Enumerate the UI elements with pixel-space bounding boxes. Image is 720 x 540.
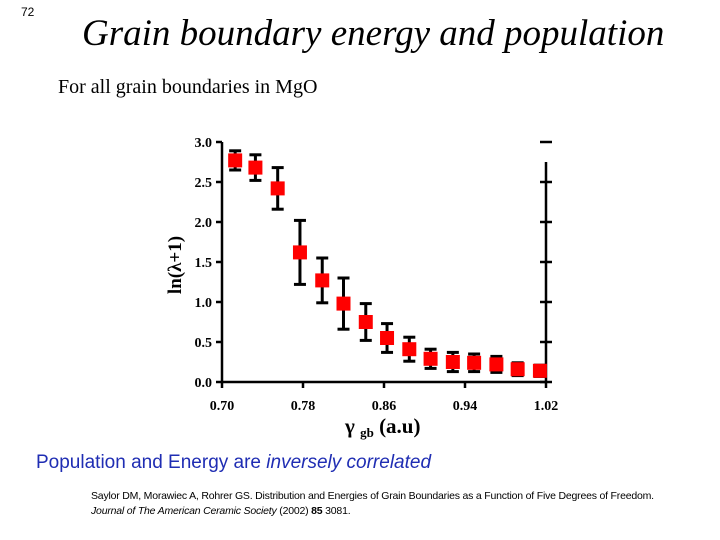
conclusion-part: Population and Energy are — [36, 452, 267, 473]
x-axis-label-units: (a.u) — [379, 414, 420, 438]
x-axis-label: γ gb (a.u) — [344, 414, 420, 442]
data-point — [315, 273, 330, 288]
data-point — [532, 363, 547, 378]
reference-volume: 85 — [311, 505, 323, 517]
data-point — [358, 315, 373, 329]
x-tick-label: 1.02 — [534, 399, 559, 414]
x-tick-label: 0.86 — [372, 399, 397, 414]
y-tick-label: 2.5 — [195, 176, 213, 191]
slide-title: Grain boundary energy and population — [82, 13, 665, 54]
y-ticks: 0.0 0.5 1.0 1.5 2.0 2.5 3.0 — [195, 136, 552, 391]
slide-number: 72 — [21, 5, 35, 19]
data-points — [228, 153, 547, 378]
x-ticks: 0.70 0.78 0.86 0.94 1.02 — [210, 382, 559, 414]
y-tick-label: 3.0 — [195, 136, 213, 151]
plot-frame — [220, 142, 548, 384]
data-point — [402, 342, 417, 357]
data-point — [445, 355, 460, 369]
data-point — [248, 160, 263, 175]
data-point — [489, 357, 504, 372]
reference-pages: 3081. — [322, 505, 351, 517]
conclusion-text: Population and Energy are inversely corr… — [36, 452, 431, 474]
x-tick-label: 0.78 — [291, 399, 316, 414]
reference-year: (2002) — [276, 505, 312, 517]
reference-citation: Saylor DM, Morawiec A, Rohrer GS. Distri… — [91, 489, 671, 519]
y-tick-label: 1.0 — [195, 296, 213, 311]
data-point — [228, 153, 243, 168]
x-axis-label-subscript: gb — [360, 425, 374, 440]
y-tick-label: 0.5 — [195, 336, 213, 351]
y-tick-label: 2.0 — [195, 216, 213, 231]
data-point — [423, 351, 438, 366]
data-point — [380, 331, 395, 345]
data-point — [336, 296, 351, 311]
reference-journal: Journal of The American Ceramic Society — [91, 505, 277, 517]
data-point — [292, 245, 307, 260]
y-tick-label: 0.0 — [195, 376, 213, 391]
data-point — [270, 181, 285, 196]
y-axis-label: ln(λ+1) — [165, 236, 186, 294]
x-tick-label: 0.94 — [453, 399, 478, 414]
data-point — [467, 355, 482, 370]
reference-authors: Saylor DM, Morawiec A, Rohrer GS. Distri… — [91, 490, 654, 502]
x-axis-label-symbol: γ — [344, 414, 355, 438]
data-point — [510, 362, 525, 377]
conclusion-emphasis: inversely correlated — [266, 452, 432, 473]
x-tick-label: 0.70 — [210, 399, 235, 414]
slide-subtitle: For all grain boundaries in MgO — [58, 76, 318, 98]
y-tick-label: 1.5 — [195, 256, 213, 271]
